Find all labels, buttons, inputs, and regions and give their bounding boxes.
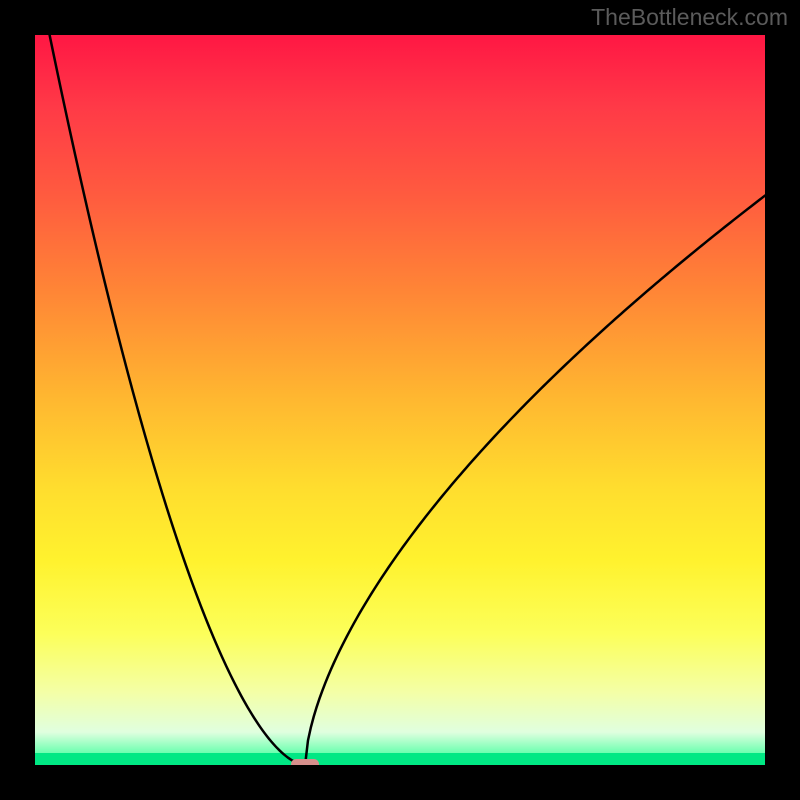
bottleneck-curve-path xyxy=(50,35,765,765)
watermark-text: TheBottleneck.com xyxy=(591,4,788,31)
bottleneck-curve xyxy=(35,35,765,765)
chart-plot-area xyxy=(35,35,765,765)
optimum-marker xyxy=(291,759,319,765)
